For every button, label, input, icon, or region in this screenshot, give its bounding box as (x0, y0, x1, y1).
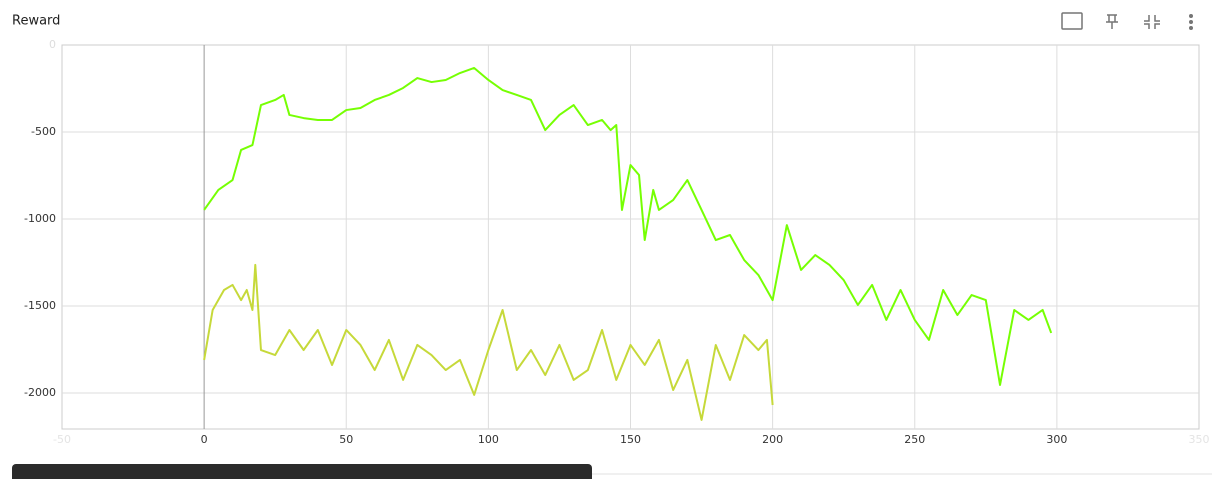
x-tick-label: 100 (478, 433, 499, 446)
y-tick-label: -1500 (24, 299, 56, 312)
chart-title: Reward (12, 14, 60, 29)
x-tick-label: 150 (620, 433, 641, 446)
x-tick-label: 50 (339, 433, 353, 446)
y-tick-label: 0 (49, 38, 56, 51)
menu-button[interactable] (1189, 14, 1193, 30)
y-tick-label: -1000 (24, 212, 56, 225)
toolbar[interactable] (1061, 12, 1160, 30)
y-tick-label: -2000 (24, 386, 56, 399)
tooltip (12, 464, 592, 479)
collapse-button[interactable] (1144, 15, 1160, 29)
x-tick-label: 200 (762, 433, 783, 446)
x-tick-label: 350 (1189, 433, 1210, 446)
x-tick-label: -50 (53, 433, 71, 446)
x-tick-label: 250 (904, 433, 925, 446)
x-tick-label: 0 (201, 433, 208, 446)
series-line (203, 66, 1053, 386)
y-tick-label: -500 (31, 125, 56, 138)
pin-button[interactable] (1106, 14, 1118, 29)
x-tick-label: 300 (1046, 433, 1067, 446)
series-line (203, 263, 774, 421)
fit-button[interactable] (1061, 12, 1083, 30)
